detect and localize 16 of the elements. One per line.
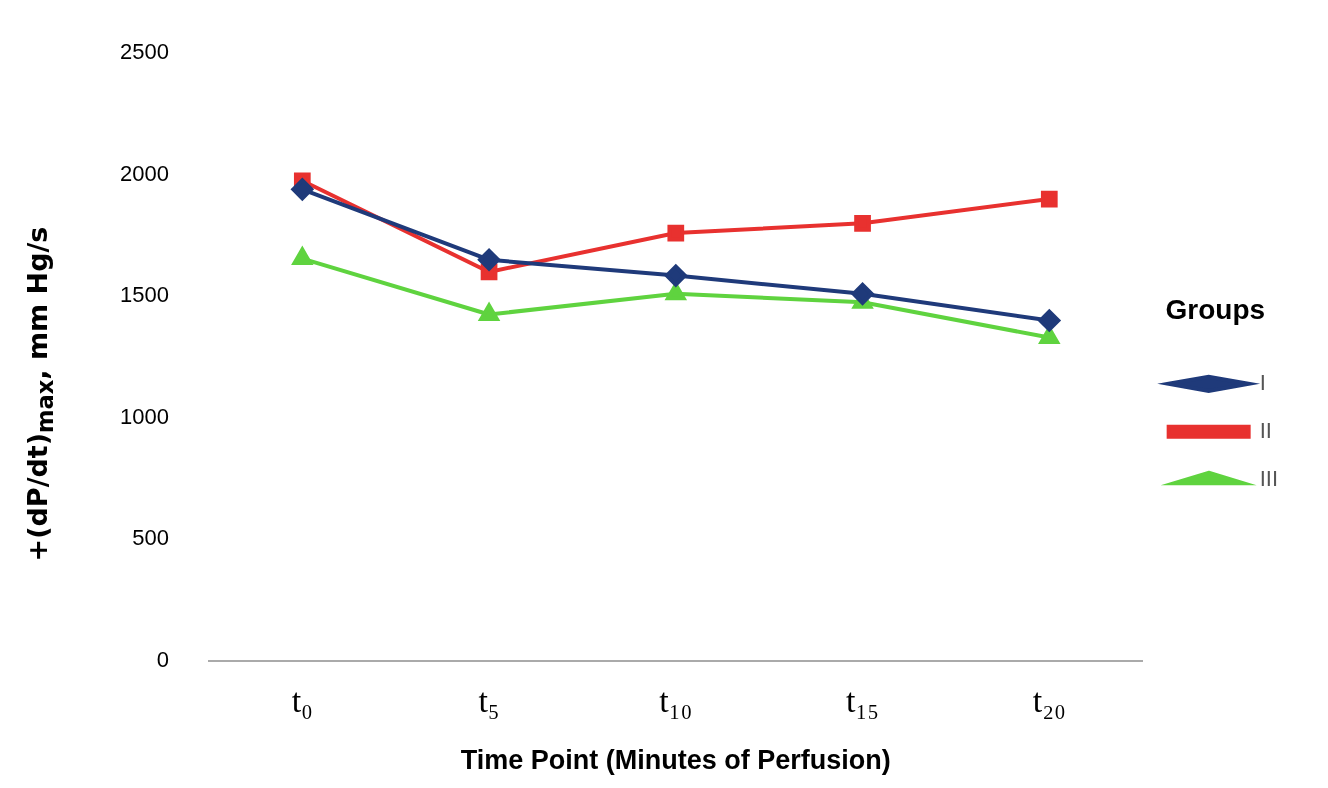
x-tick-label: t₁₅ — [845, 682, 880, 720]
legend-label: I — [1259, 369, 1266, 395]
x-tick-label: t₅ — [478, 682, 500, 720]
y-tick-label: 1000 — [119, 403, 169, 429]
x-tick-label: t₀ — [291, 682, 313, 720]
y-tick-label: 1500 — [119, 282, 169, 308]
legend-title: Groups — [1165, 293, 1266, 325]
y-tick-label: 2000 — [119, 160, 169, 186]
y-tick-label: 0 — [156, 646, 169, 672]
y-tick-label: 500 — [132, 525, 169, 551]
legend-label: III — [1259, 465, 1279, 491]
legend-label: II — [1259, 417, 1272, 443]
x-tick-label: t₂₀ — [1032, 682, 1066, 720]
x-axis-title: Time Point (Minutes of Perfusion) — [460, 745, 891, 776]
y-tick-label: 2500 — [119, 39, 169, 65]
x-tick-label: t₁₀ — [659, 682, 693, 720]
